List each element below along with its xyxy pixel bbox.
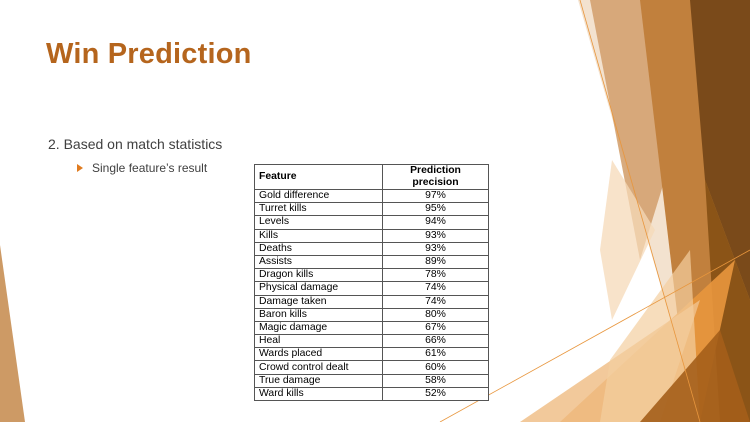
table-row: Assists 89% — [254, 254, 489, 270]
table-row: Levels 94% — [254, 215, 489, 230]
table-body: Gold difference 97% Turret kills 95% Levels 9… — [254, 188, 489, 402]
table-row: Crowd control dealt 60% — [254, 360, 489, 375]
precision-cell: 94% — [382, 215, 489, 230]
diagonal-line-1 — [579, 0, 701, 422]
header-precision: Prediction precision — [382, 164, 489, 190]
feature-cell: Levels — [254, 215, 383, 230]
table-row: Heal 66% — [254, 334, 489, 349]
table-row: Damage taken 74% — [254, 294, 489, 309]
mid-facet-peach — [600, 160, 655, 320]
precision-cell: 74% — [382, 294, 489, 309]
precision-cell: 97% — [382, 188, 489, 204]
bullet-triangle-icon — [77, 164, 83, 172]
precision-cell: 52% — [382, 386, 489, 402]
left-accent-shape — [0, 245, 25, 422]
table-row: Kills 93% — [254, 228, 489, 243]
table-row: Ward kills 52% — [254, 386, 489, 402]
table-row: Wards placed 61% — [254, 347, 489, 362]
slide-title: Win Prediction — [46, 38, 252, 70]
bullet-item: Single feature’s result — [77, 161, 207, 175]
table-row: Turret kills 95% — [254, 202, 489, 217]
header-feature: Feature — [254, 164, 383, 190]
precision-cell: 61% — [382, 347, 489, 362]
precision-cell: 78% — [382, 268, 489, 283]
feature-cell: Ward kills — [254, 386, 383, 402]
feature-cell: Physical damage — [254, 281, 383, 296]
feature-cell: Kills — [254, 228, 383, 243]
feature-cell: Assists — [254, 254, 383, 270]
table-row: Magic damage 67% — [254, 320, 489, 336]
feature-cell: Turret kills — [254, 202, 383, 217]
diagonal-line-2 — [439, 249, 750, 422]
feature-cell: Crowd control dealt — [254, 360, 383, 375]
slide-subtitle: 2. Based on match statistics — [48, 136, 223, 152]
feature-cell: Heal — [254, 334, 383, 349]
feature-cell: Magic damage — [254, 320, 383, 336]
precision-cell: 60% — [382, 360, 489, 375]
bottom-facet-light — [600, 250, 700, 422]
precision-cell: 66% — [382, 334, 489, 349]
bottom-facet-deep — [640, 330, 750, 422]
table-row: True damage 58% — [254, 373, 489, 388]
precision-cell: 93% — [382, 228, 489, 243]
table-row: Physical damage 74% — [254, 281, 489, 296]
feature-cell: True damage — [254, 373, 383, 388]
feature-cell: Damage taken — [254, 294, 383, 309]
feature-cell: Wards placed — [254, 347, 383, 362]
table-row: Gold difference 97% — [254, 188, 489, 204]
precision-cell: 89% — [382, 254, 489, 270]
precision-cell: 74% — [382, 281, 489, 296]
feature-cell: Baron kills — [254, 307, 383, 322]
feature-cell: Gold difference — [254, 188, 383, 204]
precision-cell: 93% — [382, 241, 489, 256]
table-row: Dragon kills 78% — [254, 268, 489, 283]
feature-precision-table: Feature Prediction precision Gold differ… — [254, 164, 489, 402]
feature-cell: Deaths — [254, 241, 383, 256]
precision-cell: 80% — [382, 307, 489, 322]
bullet-text: Single feature’s result — [92, 161, 208, 175]
table-row: Baron kills 80% — [254, 307, 489, 322]
precision-cell: 95% — [382, 202, 489, 217]
precision-cell: 58% — [382, 373, 489, 388]
right-facet-dark — [690, 0, 750, 300]
table-row: Deaths 93% — [254, 241, 489, 256]
precision-cell: 67% — [382, 320, 489, 336]
table-header-row: Feature Prediction precision — [254, 164, 489, 190]
feature-cell: Dragon kills — [254, 268, 383, 283]
